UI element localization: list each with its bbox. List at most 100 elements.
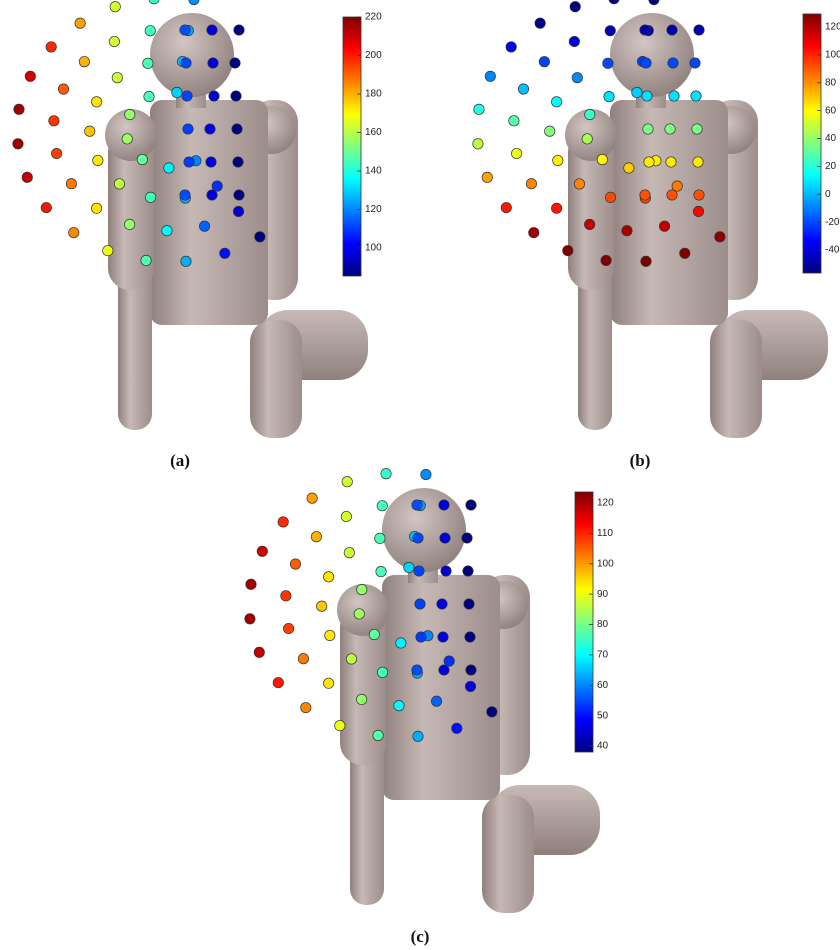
- marker: [341, 511, 351, 521]
- marker: [597, 154, 607, 164]
- marker: [609, 0, 619, 4]
- marker: [416, 632, 426, 642]
- marker: [694, 190, 704, 200]
- colorbar-tick-label: 20: [825, 161, 837, 172]
- marker: [122, 134, 132, 144]
- marker: [301, 702, 311, 712]
- marker: [257, 546, 267, 556]
- panel-label: (a): [170, 451, 190, 470]
- marker: [184, 157, 194, 167]
- marker: [501, 202, 511, 212]
- marker: [180, 190, 190, 200]
- marker: [317, 601, 327, 611]
- marker: [46, 42, 56, 52]
- marker: [535, 18, 545, 28]
- marker: [414, 566, 424, 576]
- marker: [563, 245, 573, 255]
- marker: [206, 157, 216, 167]
- marker: [438, 632, 448, 642]
- marker: [605, 26, 615, 36]
- colorbar-tick-label: 220: [365, 12, 382, 23]
- marker: [233, 206, 243, 216]
- marker: [668, 58, 678, 68]
- marker: [404, 562, 414, 572]
- marker: [290, 559, 300, 569]
- marker: [375, 533, 385, 543]
- marker: [440, 533, 450, 543]
- colorbar-tick-label: 80: [825, 77, 837, 88]
- marker: [622, 225, 632, 235]
- marker: [691, 91, 701, 101]
- marker: [377, 667, 387, 677]
- mannequin-a: [105, 13, 368, 438]
- colorbar-tick-label: 100: [597, 558, 614, 569]
- colorbar-tick-label: 120: [365, 204, 382, 215]
- colorbar-tick-label: -40: [825, 245, 840, 256]
- marker: [642, 91, 652, 101]
- marker: [110, 2, 120, 12]
- colorbar-tick-label: 100: [825, 50, 840, 61]
- marker: [141, 255, 151, 265]
- marker: [231, 91, 241, 101]
- marker: [164, 163, 174, 173]
- panel-label: (c): [411, 927, 430, 946]
- marker: [205, 124, 215, 134]
- marker: [342, 477, 352, 487]
- marker: [644, 157, 654, 167]
- marker: [431, 696, 441, 706]
- marker: [145, 192, 155, 202]
- marker: [649, 0, 659, 5]
- marker: [49, 116, 59, 126]
- mannequin-c: [337, 488, 600, 913]
- marker: [641, 58, 651, 68]
- marker: [665, 124, 675, 134]
- marker: [465, 632, 475, 642]
- marker: [79, 56, 89, 66]
- marker: [75, 18, 85, 28]
- marker: [85, 126, 95, 136]
- marker: [254, 647, 264, 657]
- marker: [220, 248, 230, 258]
- marker: [452, 723, 462, 733]
- marker: [114, 179, 124, 189]
- marker: [415, 599, 425, 609]
- marker: [369, 629, 379, 639]
- colorbar-tick-label: 80: [597, 619, 609, 630]
- marker: [183, 124, 193, 134]
- colorbar-tick-label: 180: [365, 89, 382, 100]
- figure: (a) (b) (c) 2202001801601401201001201008…: [0, 0, 840, 950]
- marker: [570, 2, 580, 12]
- marker: [112, 72, 122, 82]
- marker: [298, 654, 308, 664]
- marker: [357, 584, 367, 594]
- marker: [278, 517, 288, 527]
- marker: [413, 533, 423, 543]
- marker: [641, 256, 651, 266]
- marker: [356, 694, 366, 704]
- marker: [511, 148, 521, 158]
- marker: [473, 139, 483, 149]
- marker: [463, 566, 473, 576]
- colorbar-tick-label: 60: [597, 680, 609, 691]
- marker: [474, 104, 484, 114]
- marker: [381, 468, 391, 478]
- marker: [376, 566, 386, 576]
- marker: [715, 232, 725, 242]
- marker: [354, 609, 364, 619]
- marker: [667, 190, 677, 200]
- marker: [125, 109, 135, 119]
- marker: [124, 219, 134, 229]
- marker: [529, 227, 539, 237]
- marker: [632, 87, 642, 97]
- marker: [604, 91, 614, 101]
- marker: [603, 58, 613, 68]
- marker: [466, 500, 476, 510]
- marker: [506, 42, 516, 52]
- marker: [692, 124, 702, 134]
- marker: [199, 221, 209, 231]
- marker: [22, 172, 32, 182]
- marker: [640, 25, 650, 35]
- marker: [669, 91, 679, 101]
- marker: [441, 566, 451, 576]
- colorbar-tick-label: 100: [365, 243, 382, 254]
